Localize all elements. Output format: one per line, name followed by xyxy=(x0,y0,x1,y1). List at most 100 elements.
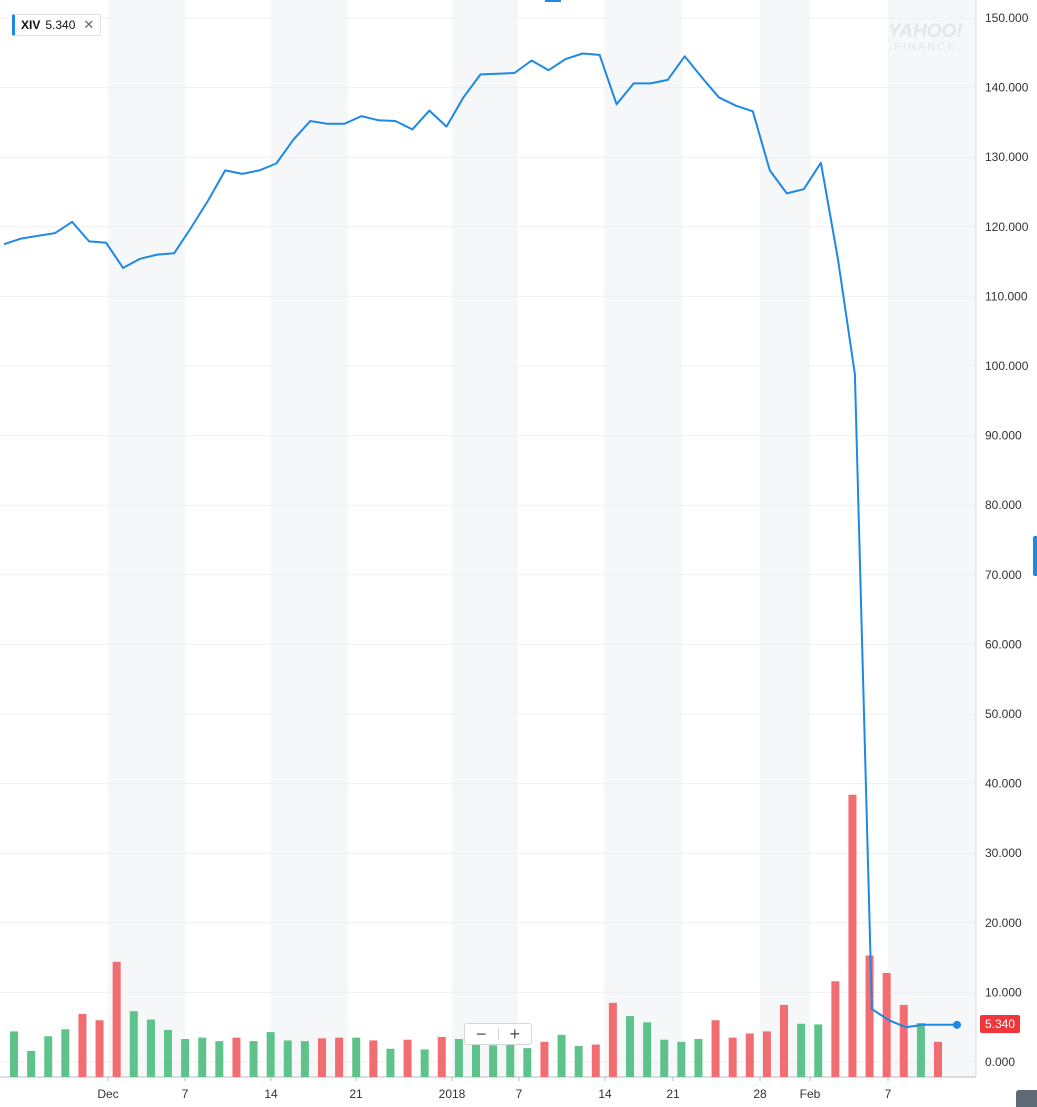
weekend-band xyxy=(604,0,682,1077)
zoom-in-button[interactable]: + xyxy=(509,1023,520,1044)
ticker-chip[interactable]: XIV 5.340 ✕ xyxy=(12,14,102,36)
volume-bar xyxy=(78,1013,87,1077)
volume-bar xyxy=(266,1032,275,1077)
volume-bar xyxy=(660,1039,669,1077)
x-tick-label: 7 xyxy=(182,1087,189,1101)
volume-bar xyxy=(181,1039,190,1077)
last-price-badge: 5.340 xyxy=(980,1015,1020,1033)
volume-bar xyxy=(745,1033,754,1077)
volume-bar xyxy=(300,1041,309,1077)
zoom-divider xyxy=(497,1028,499,1040)
weekend-band xyxy=(760,0,810,1077)
volume-bar xyxy=(27,1050,36,1077)
volume-bar xyxy=(403,1039,412,1077)
weekend-band xyxy=(108,0,185,1077)
x-tick-label: 14 xyxy=(598,1087,612,1101)
volume-bar xyxy=(848,794,857,1077)
top-scroll-marker[interactable] xyxy=(545,0,561,2)
y-tick-label: 30.000 xyxy=(985,846,1022,860)
volume-bar xyxy=(557,1034,566,1077)
x-tick-label: 21 xyxy=(349,1087,363,1101)
y-tick-label: 40.000 xyxy=(985,777,1022,791)
volume-bar xyxy=(454,1039,463,1077)
y-tick-label: 80.000 xyxy=(985,498,1022,512)
volume-bar xyxy=(523,1048,532,1077)
volume-bar xyxy=(232,1037,241,1077)
volume-bar xyxy=(437,1036,446,1077)
volume-bar xyxy=(95,1020,104,1077)
volume-bar xyxy=(711,1020,720,1077)
volume-bar xyxy=(728,1037,737,1077)
volume-bar xyxy=(797,1023,806,1077)
volume-bar xyxy=(643,1022,652,1077)
volume-bar xyxy=(626,1016,634,1077)
watermark-line2: FINANCE xyxy=(894,41,957,53)
volume-bar xyxy=(814,1024,823,1077)
volume-bar xyxy=(540,1041,549,1077)
weekend-band xyxy=(271,0,348,1077)
x-tick-label: 7 xyxy=(516,1087,523,1101)
volume-bar xyxy=(934,1041,942,1077)
weekend-band xyxy=(452,0,518,1077)
volume-bar xyxy=(420,1049,429,1077)
volume-bar xyxy=(129,1011,138,1077)
volume-bar xyxy=(215,1041,224,1077)
y-tick-label: 90.000 xyxy=(985,429,1022,443)
volume-bar xyxy=(574,1045,583,1077)
x-tick-label: 7 xyxy=(885,1087,892,1101)
volume-bar xyxy=(146,1019,155,1077)
yahoo-finance-watermark: YAHOO! FINANCE xyxy=(888,22,963,53)
y-tick-label: 0.000 xyxy=(985,1055,1015,1069)
volume-bar xyxy=(762,1031,771,1077)
volume-bar xyxy=(865,955,874,1077)
y-tick-label: 20.000 xyxy=(985,916,1022,930)
zoom-out-button[interactable]: − xyxy=(475,1023,487,1044)
y-tick-label: 10.000 xyxy=(985,985,1022,999)
volume-bar xyxy=(61,1029,70,1077)
zoom-control: − + xyxy=(464,1023,532,1045)
y-tick-label: 150.000 xyxy=(985,11,1029,25)
x-tick-label: Feb xyxy=(800,1087,821,1101)
y-tick-label: 140.000 xyxy=(985,81,1029,95)
close-icon[interactable]: ✕ xyxy=(83,17,95,32)
x-tick-label: 28 xyxy=(753,1087,767,1101)
volume-bar xyxy=(283,1040,292,1077)
price-line xyxy=(3,52,957,1029)
y-tick-label: 100.000 xyxy=(985,359,1029,373)
last-price-point xyxy=(953,1020,961,1029)
y-tick-label: 120.000 xyxy=(985,220,1029,234)
ticker-symbol: XIV xyxy=(21,18,41,32)
volume-bar xyxy=(591,1044,600,1077)
volume-bar xyxy=(916,1023,925,1077)
volume-bar xyxy=(198,1037,207,1077)
volume-bar xyxy=(318,1038,326,1077)
weekend-band xyxy=(888,0,976,1077)
y-tick-label: 50.000 xyxy=(985,707,1022,721)
x-tick-label: 21 xyxy=(666,1087,680,1101)
y-tick-label: 110.000 xyxy=(985,289,1028,303)
side-drag-handle[interactable] xyxy=(1033,536,1037,576)
y-tick-label: 130.000 xyxy=(985,150,1029,164)
x-tick-label: 14 xyxy=(264,1087,278,1101)
volume-bar xyxy=(489,1045,498,1077)
volume-bar xyxy=(694,1039,703,1077)
y-tick-label: 60.000 xyxy=(985,637,1022,651)
x-tick-label: 2018 xyxy=(439,1087,466,1101)
volume-bar xyxy=(831,981,840,1077)
corner-control[interactable] xyxy=(1016,1090,1037,1107)
volume-bar xyxy=(899,1004,908,1077)
volume-bar xyxy=(386,1048,395,1077)
volume-bar xyxy=(164,1029,172,1077)
volume-bar xyxy=(10,1031,18,1077)
volume-bar xyxy=(249,1041,258,1077)
volume-bar xyxy=(335,1037,344,1077)
watermark-line1: YAHOO! xyxy=(888,21,963,42)
volume-bar xyxy=(882,972,891,1077)
volume-bar xyxy=(780,1004,788,1077)
volume-bar xyxy=(506,1043,515,1077)
ticker-value: 5.340 xyxy=(45,18,76,32)
volume-bar xyxy=(677,1041,686,1077)
volume-bar xyxy=(472,1043,480,1077)
